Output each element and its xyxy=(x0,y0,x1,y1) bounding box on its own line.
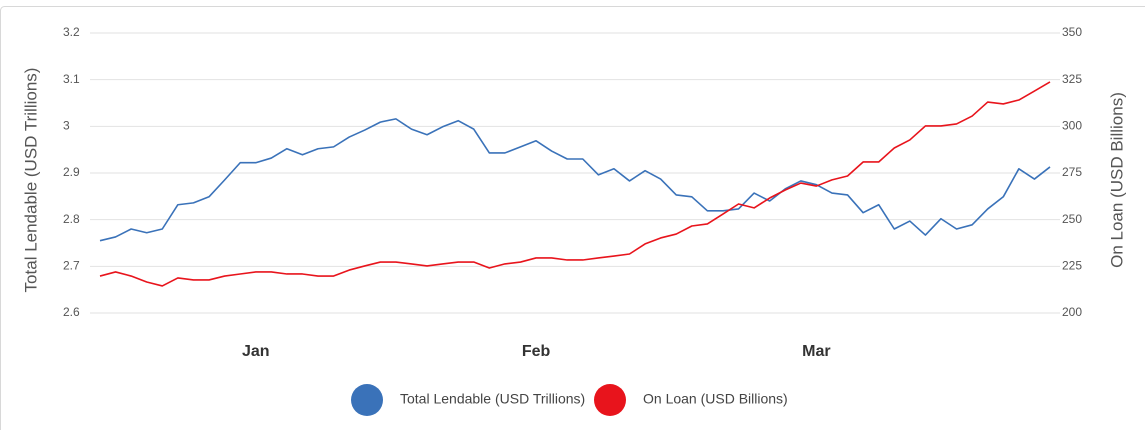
legend-marker xyxy=(351,384,383,416)
y2-tick-label: 250 xyxy=(1062,212,1082,226)
y-tick-label: 2.9 xyxy=(63,165,80,179)
y2-tick-label: 300 xyxy=(1062,119,1082,133)
y2-tick-label: 275 xyxy=(1062,165,1082,179)
y2-tick-label: 225 xyxy=(1062,259,1082,273)
line-series xyxy=(99,81,1051,287)
x-tick-label: Jan xyxy=(242,343,270,360)
y-tick-label: 3.1 xyxy=(63,72,80,86)
frame xyxy=(0,6,1145,430)
y-tick-label: 2.8 xyxy=(63,212,80,226)
y-tick-label: 2.7 xyxy=(63,259,80,273)
x-tick-label: Mar xyxy=(802,343,830,360)
y-axis-title: Total Lendable (USD Trillions) xyxy=(21,68,40,293)
y-tick-label: 3.2 xyxy=(63,25,80,39)
x-tick-label: Feb xyxy=(522,343,551,360)
y2-tick-label: 350 xyxy=(1062,25,1082,39)
legend-label: Total Lendable (USD Trillions) xyxy=(400,391,585,407)
y-tick-label: 2.6 xyxy=(63,305,80,319)
legend-marker xyxy=(594,384,626,416)
legend-label: On Loan (USD Billions) xyxy=(643,391,788,407)
y2-tick-label: 325 xyxy=(1062,72,1082,86)
y2-tick-label: 200 xyxy=(1062,305,1082,319)
y-tick-label: 3 xyxy=(63,119,70,133)
y2-axis-title: On Loan (USD Billions) xyxy=(1107,92,1126,268)
line-series xyxy=(99,118,1051,242)
